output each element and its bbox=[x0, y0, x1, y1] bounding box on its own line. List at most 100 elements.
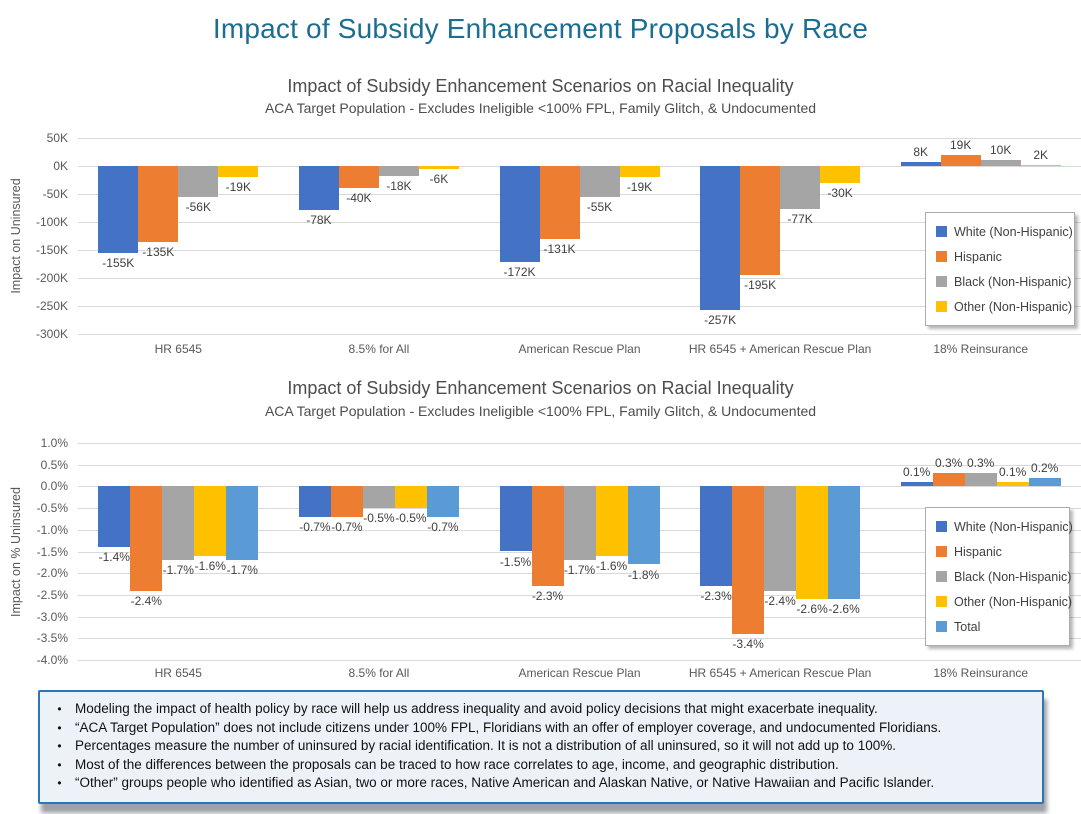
legend-swatch bbox=[936, 521, 947, 532]
bar bbox=[218, 166, 259, 177]
y-tick-label: 0.5% bbox=[40, 457, 68, 472]
bar-value-label: -3.4% bbox=[732, 637, 764, 651]
bar bbox=[378, 166, 419, 177]
bar bbox=[828, 486, 861, 600]
bar bbox=[627, 486, 660, 565]
gridline bbox=[78, 278, 1081, 279]
bar bbox=[595, 486, 628, 556]
legend-item: Black (Non-Hispanic) bbox=[936, 269, 1071, 294]
gridline bbox=[78, 638, 1081, 640]
legend-item: Black (Non-Hispanic) bbox=[936, 564, 1071, 589]
legend-item: Hispanic bbox=[936, 539, 1061, 564]
bar-value-label: -6K bbox=[429, 172, 449, 187]
bar bbox=[418, 166, 459, 170]
bar-value-label: -40K bbox=[346, 191, 372, 206]
legend-item: Other (Non-Hispanic) bbox=[936, 294, 1072, 319]
y-tick-label: -150K bbox=[35, 243, 68, 257]
bar bbox=[298, 166, 339, 210]
gridline bbox=[78, 334, 1081, 335]
bar-value-label: 8K bbox=[913, 144, 929, 159]
bar-value-label: -155K bbox=[102, 255, 135, 270]
bar-value-label: -18K bbox=[386, 179, 412, 194]
bar-value-label: -172K bbox=[503, 265, 536, 280]
legend-label: Hispanic bbox=[954, 249, 1002, 264]
chart2-title: Impact of Subsidy Enhancement Scenarios … bbox=[287, 378, 794, 398]
y-axis-title: Impact on Uninsured bbox=[9, 178, 23, 294]
legend-item: Hispanic bbox=[936, 244, 1066, 269]
bar-value-label: -78K bbox=[306, 212, 332, 227]
bar-value-label: -2.4% bbox=[130, 593, 162, 608]
bar-value-label: -0.5% bbox=[395, 511, 427, 526]
y-axis-title: Impact on % Uninsured bbox=[9, 486, 23, 617]
gridline bbox=[78, 250, 1081, 251]
legend-swatch bbox=[936, 276, 947, 287]
note-bullet: • “Other” groups people who identified as… bbox=[53, 774, 1032, 793]
y-tick-label: -4.0% bbox=[36, 653, 68, 667]
gridline bbox=[78, 138, 1081, 139]
bar bbox=[700, 486, 733, 587]
bar bbox=[740, 166, 781, 276]
bar bbox=[780, 166, 821, 210]
bar-value-label: -135K bbox=[142, 244, 175, 259]
bar bbox=[619, 166, 660, 177]
legend-label: Other (Non-Hispanic) bbox=[954, 299, 1073, 314]
x-category-label: American Rescue Plan bbox=[518, 666, 641, 680]
note-bullet: • Percentages measure the number of unins… bbox=[53, 737, 1032, 756]
bar bbox=[1028, 477, 1061, 487]
bullet-marker: • bbox=[57, 757, 62, 772]
bar bbox=[539, 166, 580, 240]
bar-value-label: -2.3% bbox=[700, 589, 732, 604]
gridline bbox=[78, 486, 1081, 488]
bar bbox=[162, 486, 195, 561]
x-category-label: 8.5% for All bbox=[348, 342, 410, 356]
legend-item: Total bbox=[936, 614, 1061, 639]
y-tick-label: -300K bbox=[35, 327, 68, 341]
notes-box: • Modeling the impact of health policy by… bbox=[38, 690, 1044, 804]
bar-value-label: 0.2% bbox=[1031, 460, 1059, 475]
bar-value-label: -1.6% bbox=[194, 558, 226, 573]
gridline bbox=[78, 464, 1081, 466]
bar bbox=[900, 161, 941, 166]
legend-label: Hispanic bbox=[954, 544, 1002, 559]
bar-value-label: -0.7% bbox=[299, 519, 331, 534]
bar bbox=[98, 166, 139, 253]
bar-value-label: 10K bbox=[990, 143, 1012, 158]
bar-value-label: -19K bbox=[626, 179, 653, 194]
legend: White (Non-Hispanic) Hispanic Black (Non-H… bbox=[925, 212, 1075, 326]
legend-label: White (Non-Hispanic) bbox=[954, 519, 1073, 534]
bar bbox=[194, 486, 227, 556]
legend-swatch bbox=[936, 226, 947, 237]
x-category-label: HR 6545 bbox=[154, 342, 202, 356]
bar bbox=[130, 486, 163, 591]
bar bbox=[226, 486, 259, 561]
y-tick-label: 50K bbox=[46, 131, 68, 145]
bar-value-label: 0.1% bbox=[903, 465, 931, 480]
bar bbox=[98, 486, 131, 548]
bar-value-label: 19K bbox=[950, 138, 972, 153]
bar-value-label: -19K bbox=[225, 179, 251, 194]
y-tick-label: 0K bbox=[53, 159, 68, 173]
chart1-title: Impact of Subsidy Enhancement Scenarios … bbox=[287, 76, 794, 96]
legend-item: White (Non-Hispanic) bbox=[936, 219, 1073, 244]
legend-label: Other (Non-Hispanic) bbox=[954, 594, 1073, 609]
y-tick-label: 1.0% bbox=[40, 436, 68, 450]
gridline bbox=[78, 529, 1081, 531]
y-tick-label: -2.0% bbox=[36, 566, 68, 581]
bar bbox=[964, 473, 997, 487]
bar bbox=[394, 486, 427, 509]
bar-value-label: -257K bbox=[704, 312, 737, 327]
bar bbox=[298, 486, 331, 517]
bar-value-label: 2K bbox=[1033, 147, 1049, 162]
y-tick-label: 0.0% bbox=[40, 479, 68, 494]
bar-value-label: -1.7% bbox=[162, 563, 194, 578]
bullet-marker: • bbox=[57, 702, 62, 716]
chart2-subtitle: ACA Target Population - Excludes Ineligi… bbox=[264, 403, 817, 419]
chart1-subtitle: ACA Target Population - Excludes Ineligi… bbox=[264, 100, 817, 116]
bar-value-label: -55K bbox=[586, 199, 613, 214]
note-text: Modeling the impact of health policy by … bbox=[75, 701, 878, 716]
bar bbox=[338, 166, 379, 189]
bar bbox=[531, 486, 564, 587]
note-text: Most of the differences between the prop… bbox=[75, 756, 839, 772]
bar-value-label: -1.8% bbox=[627, 567, 660, 582]
